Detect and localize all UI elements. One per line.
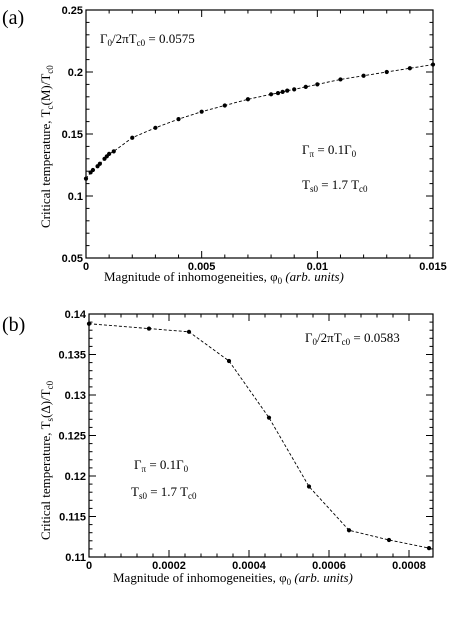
panel-b-tag: (b) <box>2 314 25 336</box>
panel-a-data-point <box>275 90 281 96</box>
panel-b-gamma-pi: Γπ = 0.1Γ0 <box>134 457 189 474</box>
panel-a-ytick-label: 0.05 <box>62 253 83 265</box>
panel-a-ytick-label: 0.2 <box>68 67 83 79</box>
panel-b-xtick-label: 0.0004 <box>232 560 267 572</box>
panel-a-data-point <box>384 69 389 75</box>
panel-a-ylabel: Critical temperature, Tc(M)/Tc0 <box>38 65 55 228</box>
panel-b-ytick-label: 0.12 <box>65 471 86 483</box>
panel-b-xtick-label: 0 <box>86 560 92 572</box>
panel-a-tag: (a) <box>2 7 24 29</box>
panel-a-data-point <box>338 77 343 82</box>
panel-b-xtick-label: 0.0006 <box>312 560 346 572</box>
panel-a-data-point <box>303 84 308 89</box>
panel-b-ytick-label: 0.125 <box>58 431 86 443</box>
panel-b-data-point <box>186 329 192 334</box>
panel-a-xlabel: Magnitude of inhomogeneities, φ0 (arb. u… <box>104 269 344 286</box>
panel-b-data-point <box>306 484 312 489</box>
panel-b-data-point <box>146 326 152 331</box>
panel-a-data-point <box>407 66 412 71</box>
panel-a-data-point <box>361 73 366 78</box>
panel-a-data-point <box>292 87 297 92</box>
panel-a-data-point <box>83 176 89 181</box>
panel-a-data-point <box>90 167 96 173</box>
panel-b-ytick-label: 0.135 <box>58 350 86 362</box>
panel-b-axes: 0 0.0002 0.0004 0.0006 0.0008 0.11 0.115 0.12 0.… <box>58 309 433 572</box>
panel-b: (b) 0 0.0002 0.0004 0.0006 0.0008 0.11 0.115 0.… <box>2 309 434 587</box>
panel-a-data-point <box>176 117 181 122</box>
panel-a-data-point <box>222 103 227 108</box>
panel-a-data-point <box>111 149 116 154</box>
panel-b-gamma-ratio: Γ0/2πTc0 = 0.0583 <box>305 330 400 347</box>
panel-a-xtick-label: 0 <box>83 261 89 273</box>
panel-a-gamma-pi: Γπ = 0.1Γ0 <box>302 142 357 159</box>
panel-b-xtick-label: 0.0008 <box>392 560 426 572</box>
panel-b-xtick-label: 0.0002 <box>152 560 186 572</box>
panel-b-data-point <box>386 537 392 543</box>
panel-b-data-point <box>346 528 352 533</box>
panel-b-data-point <box>226 358 232 364</box>
panel-a-data-point <box>97 161 102 166</box>
panel-b-ytick-label: 0.14 <box>65 309 87 321</box>
panel-b-ylabel: Critical temperature, Ts(Δ)/Tc0 <box>38 380 55 540</box>
panel-a-data-point <box>130 135 135 140</box>
panel-a-xtick-label: 0.015 <box>419 261 447 273</box>
panel-a-data-point <box>285 88 290 93</box>
panel-a-data-point <box>107 151 112 156</box>
panel-b-data-point <box>426 545 432 551</box>
panel-a-data-point <box>268 92 274 97</box>
panel-a-ytick-label: 0.25 <box>62 5 83 17</box>
panel-b-series-line <box>88 323 430 549</box>
panel-a-data-point <box>199 109 204 114</box>
panel-a-axes: 0 0.005 0.01 0.015 0.05 0.1 0.15 0.2 0.25 <box>62 5 447 273</box>
panel-a-data-point <box>280 89 285 94</box>
panel-b-ytick-label: 0.115 <box>59 512 86 524</box>
panel-a-gamma-ratio: Γ0/2πTc0 = 0.0575 <box>100 31 195 48</box>
panel-b-data-point <box>266 415 272 420</box>
panel-a: (a) 0 0.005 0.01 0.015 0.05 0.1 0.15 0.2 0.25 Γ0… <box>2 5 447 286</box>
panel-a-series-line <box>85 64 434 179</box>
panel-a-ts0: Ts0 = 1.7 Tc0 <box>302 177 368 194</box>
panel-a-data-point <box>430 62 436 67</box>
panel-a-xtick-label: 0.01 <box>307 261 328 273</box>
panel-b-marks <box>86 321 432 551</box>
panel-a-xtick-label: 0.005 <box>188 261 216 273</box>
panel-b-ytick-label: 0.13 <box>65 390 86 402</box>
panel-a-marks <box>83 62 436 181</box>
panel-a-data-point <box>245 97 251 102</box>
panel-a-data-point <box>153 125 158 130</box>
panel-b-xlabel: Magnitude of inhomogeneities, φ0 (arb. u… <box>113 570 353 587</box>
panel-a-ytick-label: 0.15 <box>62 129 83 141</box>
panel-b-ts0: Ts0 = 1.7 Tc0 <box>131 484 197 501</box>
panel-b-ytick-label: 0.11 <box>65 552 86 564</box>
panel-b-plot-frame <box>88 313 434 558</box>
panel-a-data-point <box>315 82 320 87</box>
panel-b-data-point <box>86 321 92 326</box>
panel-a-ytick-label: 0.1 <box>68 191 83 203</box>
